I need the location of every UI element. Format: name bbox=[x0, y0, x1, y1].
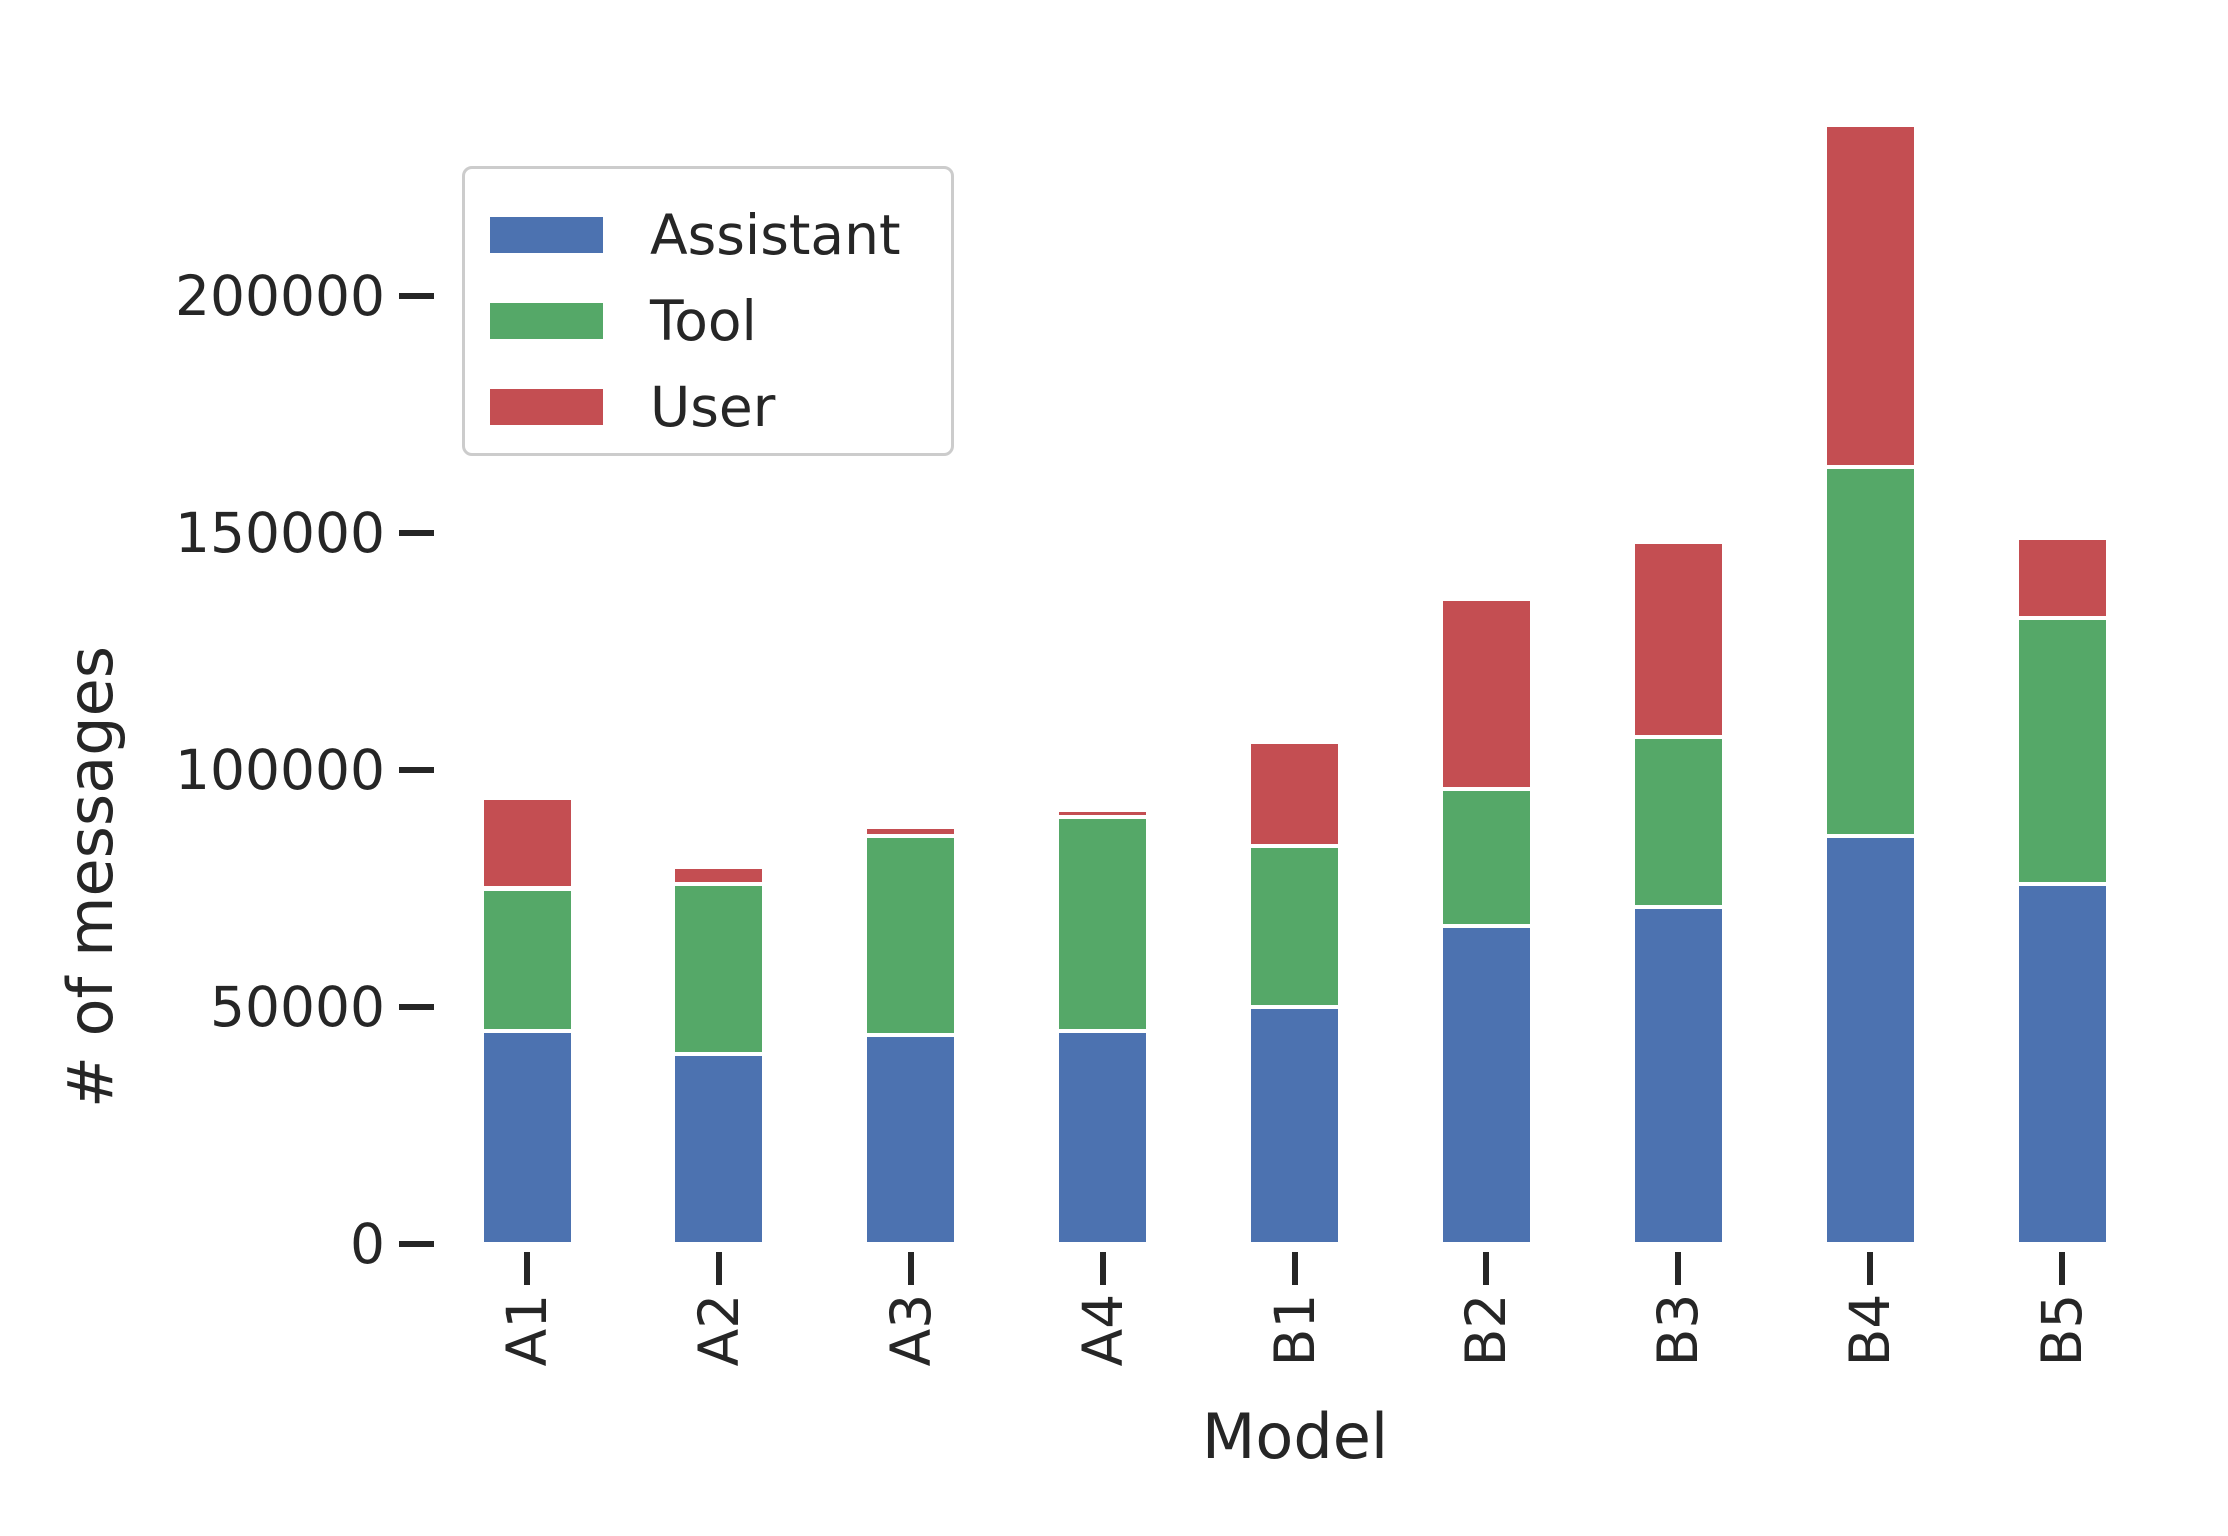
bar-segment-assistant-a2 bbox=[673, 1054, 765, 1244]
y-tick-mark bbox=[399, 1004, 434, 1010]
legend: Assistant Tool User bbox=[462, 166, 954, 456]
x-tick-label: A3 bbox=[878, 1293, 943, 1367]
y-tick-mark bbox=[399, 767, 434, 773]
y-tick-label: 100000 bbox=[175, 738, 385, 802]
bar-segment-user-b2 bbox=[1440, 599, 1532, 789]
y-tick-mark bbox=[399, 293, 434, 299]
bar-segment-assistant-b1 bbox=[1249, 1007, 1340, 1244]
bar-segment-assistant-b3 bbox=[1632, 907, 1724, 1244]
bar-segment-user-b4 bbox=[1824, 125, 1916, 467]
y-tick-label: 0 bbox=[350, 1212, 385, 1276]
x-tick-mark bbox=[1291, 1252, 1298, 1285]
x-axis-label: Model bbox=[1201, 1400, 1389, 1473]
y-tick-label: 150000 bbox=[175, 501, 385, 565]
y-tick-mark bbox=[399, 1241, 434, 1247]
bar-segment-assistant-a1 bbox=[481, 1030, 573, 1244]
bar-segment-tool-a3 bbox=[865, 836, 957, 1036]
bar-segment-user-b3 bbox=[1632, 542, 1724, 737]
bar-segment-user-a4 bbox=[1057, 810, 1149, 818]
legend-swatch-user bbox=[490, 389, 603, 425]
legend-label-tool: Tool bbox=[650, 289, 757, 353]
x-tick-label: B5 bbox=[2030, 1293, 2094, 1367]
x-tick-mark bbox=[715, 1252, 722, 1285]
bar-segment-assistant-b5 bbox=[2016, 883, 2108, 1244]
bar-segment-tool-b4 bbox=[1824, 466, 1916, 837]
bar-segment-tool-b2 bbox=[1440, 788, 1532, 927]
bar-segment-user-b5 bbox=[2016, 537, 2108, 619]
bar-segment-user-a2 bbox=[673, 867, 765, 884]
bar-segment-tool-b1 bbox=[1249, 845, 1340, 1007]
legend-row-tool: Tool bbox=[465, 278, 951, 364]
x-tick-mark bbox=[907, 1252, 914, 1285]
y-tick-label: 50000 bbox=[210, 975, 385, 1039]
bar-segment-user-a3 bbox=[865, 826, 957, 837]
bar-segment-assistant-a3 bbox=[865, 1035, 957, 1244]
x-tick-label: B3 bbox=[1646, 1293, 1711, 1367]
legend-row-user: User bbox=[465, 364, 951, 450]
bar-segment-tool-b5 bbox=[2016, 618, 2108, 884]
x-tick-mark bbox=[2059, 1252, 2065, 1285]
legend-swatch-assistant bbox=[490, 217, 603, 253]
bar-segment-user-a1 bbox=[481, 798, 573, 889]
bar-segment-tool-a4 bbox=[1057, 817, 1149, 1031]
bar-segment-tool-a1 bbox=[481, 888, 573, 1031]
x-tick-label: B4 bbox=[1838, 1293, 1903, 1367]
x-tick-mark bbox=[524, 1252, 530, 1285]
x-tick-label: A1 bbox=[495, 1293, 559, 1367]
x-tick-mark bbox=[1675, 1252, 1682, 1285]
bar-segment-tool-a2 bbox=[673, 883, 765, 1055]
x-tick-label: A2 bbox=[686, 1293, 751, 1367]
x-tick-mark bbox=[1099, 1252, 1106, 1285]
x-tick-mark bbox=[1867, 1252, 1874, 1285]
legend-label-assistant: Assistant bbox=[650, 203, 901, 267]
bar-segment-assistant-b2 bbox=[1440, 926, 1532, 1244]
x-tick-mark bbox=[1483, 1252, 1490, 1285]
bar-segment-user-b1 bbox=[1249, 741, 1340, 846]
y-tick-label: 200000 bbox=[175, 264, 385, 328]
y-axis-label: # of messages bbox=[53, 645, 127, 1109]
legend-label-user: User bbox=[650, 375, 776, 439]
bar-segment-tool-b3 bbox=[1632, 736, 1724, 908]
bar-segment-assistant-b4 bbox=[1824, 836, 1916, 1244]
y-tick-mark bbox=[399, 530, 434, 536]
legend-swatch-tool bbox=[490, 303, 603, 339]
bar-segment-assistant-a4 bbox=[1057, 1030, 1149, 1244]
legend-row-assistant: Assistant bbox=[465, 192, 951, 278]
